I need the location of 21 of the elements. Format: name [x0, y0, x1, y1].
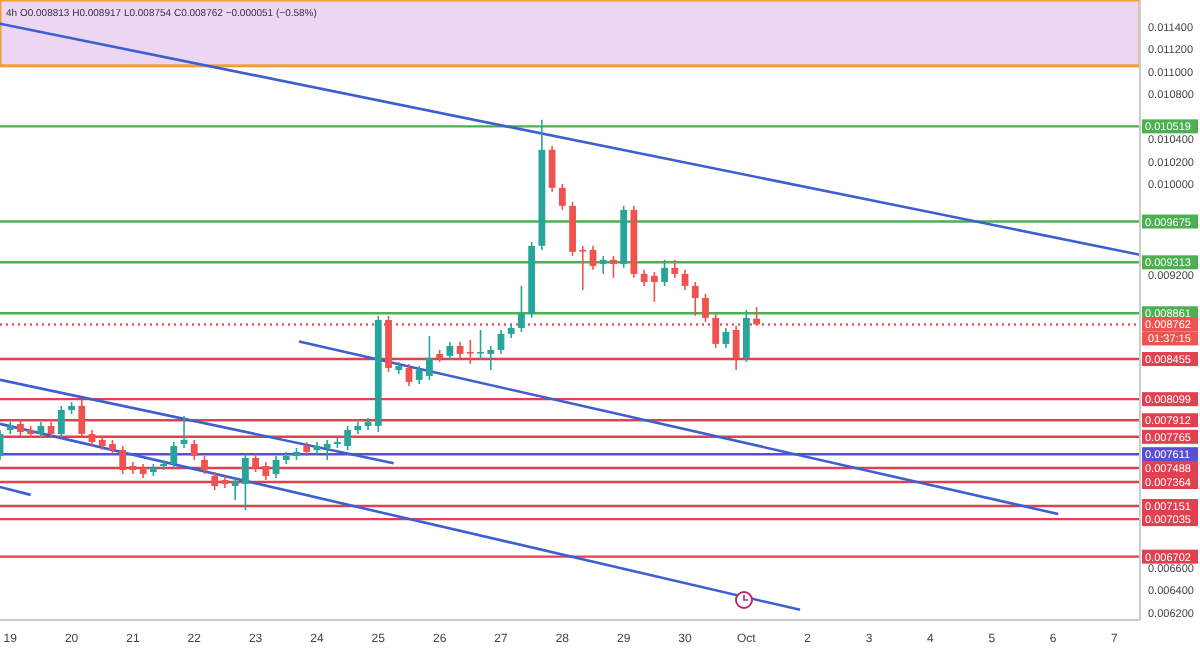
candlestick: [323, 439, 331, 461]
candlestick: [170, 441, 178, 469]
candlestick: [201, 455, 208, 475]
candlestick: [702, 293, 709, 323]
candlestick: [599, 255, 607, 275]
candlestick: [211, 471, 219, 491]
candlestick: [691, 281, 699, 317]
candlestick: [446, 341, 454, 361]
candlestick: [548, 145, 556, 193]
candlestick: [190, 439, 198, 461]
candlestick: [671, 259, 679, 279]
candlestick: [78, 399, 86, 439]
candlestick: [742, 309, 750, 363]
candlestick: [57, 405, 65, 439]
candlestick: [558, 183, 566, 211]
candlestick: [466, 339, 474, 365]
candlestick: [518, 285, 525, 333]
candlestick: [732, 325, 740, 371]
candlestick: [610, 255, 617, 279]
candlestick: [661, 259, 668, 287]
candlestick: [119, 445, 127, 475]
